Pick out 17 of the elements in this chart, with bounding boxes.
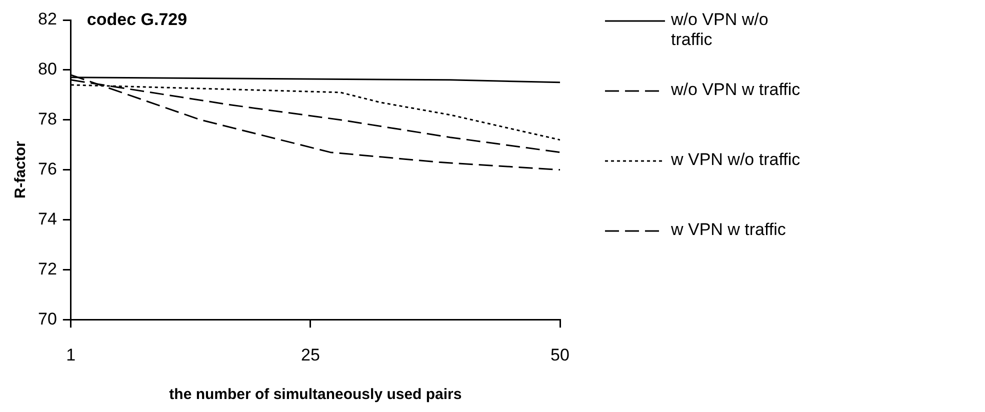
chart-title: codec G.729 [86,10,188,30]
y-tick-label: 74 [38,209,57,228]
y-axis-title: R-factor [12,140,30,199]
legend-label: w/o VPN w/o traffic [671,10,770,50]
legend-label: w/o VPN w traffic [671,80,801,100]
y-tick-label: 76 [38,159,57,178]
x-axis-title: the number of simultaneously used pairs [169,386,462,404]
y-tick-label: 78 [38,110,57,129]
y-tick-label: 80 [38,60,57,79]
y-tick-label: 72 [38,259,57,278]
legend-label: w VPN w traffic [671,220,787,240]
y-tick-label: 82 [38,10,57,29]
x-tick-label: 50 [550,345,570,364]
x-tick-label: 25 [301,345,320,364]
x-tick-label: 1 [66,345,76,364]
y-tick-label: 70 [38,309,57,328]
legend-label: w VPN w/o traffic [671,150,801,170]
